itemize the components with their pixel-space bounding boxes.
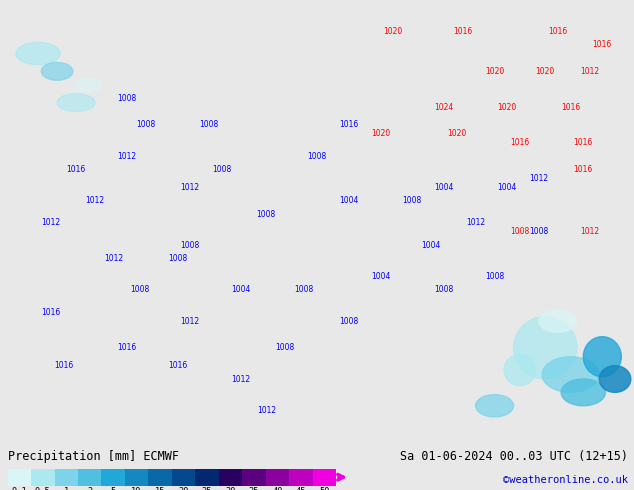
Bar: [289, 469, 313, 486]
Ellipse shape: [599, 366, 631, 392]
Bar: [172, 469, 195, 486]
Text: 1016: 1016: [67, 165, 86, 174]
Text: 1008: 1008: [434, 285, 453, 294]
Ellipse shape: [57, 94, 95, 112]
Text: 15: 15: [155, 488, 165, 490]
Ellipse shape: [542, 357, 599, 392]
Text: 1008: 1008: [181, 241, 200, 250]
Text: 1016: 1016: [574, 138, 593, 147]
Text: 1020: 1020: [384, 27, 403, 36]
Text: 1004: 1004: [231, 285, 250, 294]
Text: 2: 2: [87, 488, 93, 490]
Text: 0.5: 0.5: [35, 488, 51, 490]
Text: 1020: 1020: [498, 102, 517, 112]
Text: 1020: 1020: [485, 67, 504, 76]
Ellipse shape: [504, 354, 536, 386]
Ellipse shape: [583, 337, 621, 377]
Text: 1020: 1020: [371, 129, 390, 138]
Text: 1012: 1012: [117, 151, 136, 161]
Text: 25: 25: [202, 488, 212, 490]
Text: 0.1: 0.1: [11, 488, 27, 490]
Text: 1008: 1008: [485, 272, 504, 281]
Text: 1008: 1008: [510, 227, 529, 236]
Text: 20: 20: [178, 488, 189, 490]
Bar: [8, 469, 31, 486]
Ellipse shape: [76, 78, 101, 92]
Text: 1024: 1024: [434, 102, 453, 112]
Bar: [101, 469, 125, 486]
Text: 1020: 1020: [536, 67, 555, 76]
Text: 1012: 1012: [231, 374, 250, 384]
Text: 1008: 1008: [130, 285, 149, 294]
Text: 1008: 1008: [212, 165, 231, 174]
Text: 1004: 1004: [434, 183, 453, 192]
Text: 1012: 1012: [466, 219, 485, 227]
Text: 1016: 1016: [510, 138, 529, 147]
Ellipse shape: [41, 62, 73, 80]
Text: 1008: 1008: [307, 151, 327, 161]
Text: 1012: 1012: [529, 174, 548, 183]
Text: 1012: 1012: [105, 254, 124, 263]
Bar: [219, 469, 242, 486]
Text: 1012: 1012: [41, 219, 60, 227]
Text: 1008: 1008: [403, 196, 422, 205]
Text: 1008: 1008: [117, 94, 136, 102]
Text: 30: 30: [225, 488, 236, 490]
Bar: [195, 469, 219, 486]
Text: 1020: 1020: [447, 129, 466, 138]
Text: 40: 40: [272, 488, 283, 490]
Bar: [31, 469, 55, 486]
Text: 35: 35: [249, 488, 259, 490]
Text: 1016: 1016: [117, 343, 136, 352]
Text: 1008: 1008: [168, 254, 187, 263]
Text: 1016: 1016: [453, 27, 472, 36]
Ellipse shape: [514, 317, 577, 379]
Text: 1008: 1008: [339, 317, 358, 325]
Text: ©weatheronline.co.uk: ©weatheronline.co.uk: [503, 475, 628, 485]
Text: 1004: 1004: [371, 272, 390, 281]
Bar: [125, 469, 148, 486]
Text: 1004: 1004: [498, 183, 517, 192]
Text: 1012: 1012: [86, 196, 105, 205]
Bar: [55, 469, 78, 486]
Text: 1008: 1008: [257, 210, 276, 219]
Text: 50: 50: [319, 488, 330, 490]
Text: 1016: 1016: [561, 102, 580, 112]
Text: 1008: 1008: [136, 121, 155, 129]
Text: 1016: 1016: [574, 165, 593, 174]
Bar: [78, 469, 101, 486]
Text: 5: 5: [110, 488, 116, 490]
Text: 45: 45: [295, 488, 306, 490]
Text: 1008: 1008: [276, 343, 295, 352]
Text: 1008: 1008: [200, 121, 219, 129]
Text: 1016: 1016: [168, 361, 187, 370]
Text: Sa 01-06-2024 00..03 UTC (12+15): Sa 01-06-2024 00..03 UTC (12+15): [399, 450, 628, 464]
Text: 1016: 1016: [339, 121, 358, 129]
Bar: [313, 469, 336, 486]
Bar: [148, 469, 172, 486]
Text: 1004: 1004: [339, 196, 358, 205]
Text: 1: 1: [63, 488, 69, 490]
Text: 1008: 1008: [295, 285, 314, 294]
Text: 1016: 1016: [54, 361, 73, 370]
Text: 1012: 1012: [580, 227, 599, 236]
Ellipse shape: [16, 42, 60, 65]
Text: 10: 10: [131, 488, 142, 490]
Text: 1004: 1004: [422, 241, 441, 250]
Ellipse shape: [539, 310, 577, 332]
Ellipse shape: [561, 379, 605, 406]
Bar: [266, 469, 289, 486]
Text: 1012: 1012: [181, 317, 200, 325]
Bar: [242, 469, 266, 486]
Text: 1012: 1012: [181, 183, 200, 192]
Text: 1008: 1008: [529, 227, 548, 236]
Text: 1012: 1012: [257, 406, 276, 415]
Ellipse shape: [476, 394, 514, 417]
Text: 1016: 1016: [548, 27, 567, 36]
Text: Precipitation [mm] ECMWF: Precipitation [mm] ECMWF: [8, 450, 179, 464]
Text: 1016: 1016: [593, 40, 612, 49]
Text: 1016: 1016: [41, 308, 60, 317]
Text: 1012: 1012: [580, 67, 599, 76]
